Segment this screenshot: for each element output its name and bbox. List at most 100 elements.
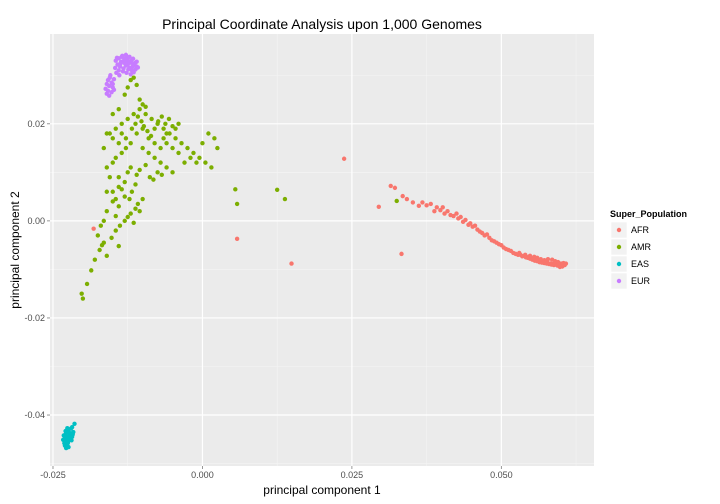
data-point-eur (111, 76, 117, 82)
data-point-amr (113, 213, 118, 219)
data-point-amr (234, 201, 240, 207)
x-tick-label: -0.025 (40, 470, 66, 480)
data-point-eur (106, 93, 112, 98)
x-tick-label: 0.025 (341, 470, 364, 480)
data-point-amr (110, 199, 115, 204)
data-point-amr (137, 208, 142, 214)
data-point-afr (563, 261, 569, 266)
data-point-amr (123, 145, 129, 151)
data-point-amr (212, 136, 217, 141)
data-point-eur (111, 87, 117, 93)
data-point-eur (126, 67, 131, 72)
data-point-amr (109, 235, 114, 241)
data-point-amr (197, 155, 202, 160)
data-point-amr (107, 174, 112, 180)
data-point-amr (135, 114, 141, 119)
data-point-amr (200, 141, 205, 146)
data-point-amr (191, 150, 196, 156)
legend: Super_Population AFR AMR EAS EUR (610, 209, 687, 290)
data-point-eur (120, 53, 125, 59)
data-point-amr (131, 111, 136, 117)
data-point-amr (122, 92, 127, 97)
data-point-eur (124, 55, 130, 60)
data-point-amr (134, 82, 139, 88)
plot-panel (50, 34, 594, 466)
data-point-amr (119, 187, 124, 192)
data-point-eur (117, 73, 122, 78)
data-point-amr (141, 124, 147, 129)
data-point-afr (545, 257, 551, 262)
data-point-afr (532, 254, 537, 259)
data-point-afr (517, 250, 522, 256)
data-point-afr (549, 257, 555, 262)
data-point-afr (484, 232, 490, 237)
data-point-eas (66, 430, 72, 435)
legend-label: EUR (631, 276, 651, 286)
y-tick-label: -0.02 (24, 313, 45, 323)
data-point-eas (69, 424, 75, 430)
data-point-amr (146, 150, 151, 156)
data-point-afr (392, 185, 398, 191)
data-point-amr (127, 196, 132, 202)
series-amr (79, 75, 399, 301)
data-point-amr (123, 136, 129, 141)
data-point-eas (64, 436, 69, 442)
data-point-eur (120, 69, 126, 74)
legend-swatch (616, 278, 622, 284)
data-point-eur (135, 65, 141, 70)
data-point-amr (133, 121, 138, 126)
data-point-amr (137, 107, 142, 112)
data-point-eur (110, 81, 115, 87)
data-point-amr (274, 187, 280, 193)
data-point-amr (394, 198, 399, 204)
data-point-amr (179, 141, 184, 146)
data-point-amr (139, 119, 144, 124)
data-point-eur (124, 70, 129, 76)
data-point-eur (112, 65, 118, 71)
data-point-eas (63, 432, 68, 437)
data-point-amr (151, 177, 156, 182)
data-point-amr (149, 116, 154, 122)
data-point-amr (152, 155, 157, 160)
data-point-amr (133, 182, 138, 187)
data-point-afr (472, 223, 478, 228)
data-point-amr (158, 160, 163, 165)
data-point-eas (60, 437, 66, 442)
data-point-amr (176, 150, 181, 156)
data-point-amr (122, 218, 127, 224)
data-point-amr (152, 141, 157, 146)
data-point-amr (209, 165, 214, 170)
data-point-amr (131, 75, 136, 80)
data-point-afr (468, 221, 473, 226)
legend-label: EAS (631, 259, 649, 269)
y-tick-label: 0.02 (27, 119, 45, 129)
data-point-amr (145, 128, 150, 134)
data-point-amr (170, 145, 175, 151)
data-point-amr (233, 187, 238, 192)
legend-title: Super_Population (610, 209, 687, 219)
data-point-eur (106, 83, 112, 89)
data-point-amr (143, 162, 148, 168)
data-point-afr (432, 208, 437, 214)
data-point-eur (114, 70, 119, 76)
data-point-amr (125, 85, 130, 90)
data-point-amr (131, 220, 136, 226)
data-point-afr (400, 193, 405, 199)
data-point-amr (119, 150, 124, 156)
data-point-afr (341, 156, 347, 161)
data-point-afr (557, 264, 563, 270)
data-point-amr (113, 155, 118, 160)
data-point-eas (65, 440, 71, 445)
data-point-amr (89, 268, 94, 273)
legend-swatch (616, 227, 622, 233)
y-tick-label: -0.04 (24, 410, 45, 420)
data-point-amr (79, 291, 84, 296)
data-point-afr (440, 205, 445, 210)
data-point-amr (113, 228, 118, 233)
grid-minor-lines (50, 34, 594, 466)
data-point-amr (116, 107, 121, 112)
data-points (60, 52, 569, 451)
data-point-amr (101, 145, 107, 151)
data-point-amr (170, 124, 175, 129)
data-point-amr (122, 179, 127, 185)
